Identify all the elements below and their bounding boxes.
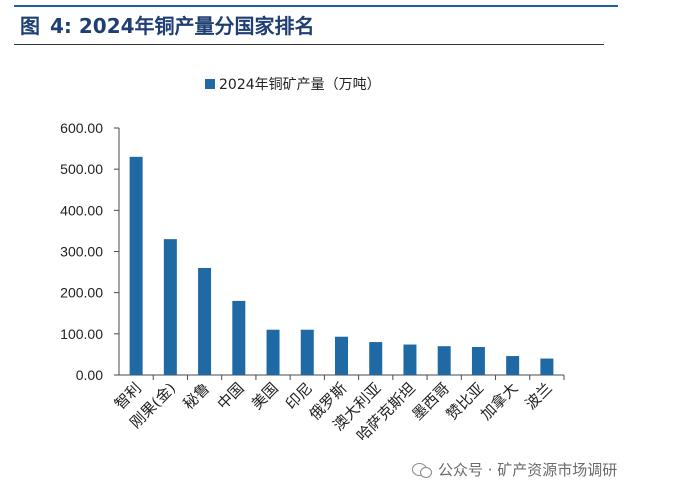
bar — [163, 239, 177, 375]
bar — [437, 346, 451, 375]
x-tick-label: 中国 — [214, 379, 248, 413]
x-tick-label: 墨西哥 — [408, 379, 453, 424]
figure-number: 4: — [50, 14, 72, 38]
bar — [335, 336, 348, 375]
x-tick-label: 秘鲁 — [179, 379, 213, 413]
top-accent-line — [14, 5, 618, 7]
watermark: 公众号 · 矿产资源市场调研 — [412, 458, 617, 482]
figure-title-text: 2024年铜产量分国家排名 — [78, 14, 315, 38]
figure-title: 图 4: 2024年铜产量分国家排名 — [20, 12, 315, 40]
x-tick-label: 赞比亚 — [443, 379, 488, 424]
bar — [403, 344, 417, 375]
x-tick-label: 美国 — [248, 379, 282, 413]
legend-label: 2024年铜矿产量（万吨） — [219, 77, 381, 93]
y-tick-label: 300.00 — [60, 244, 103, 260]
bar — [471, 347, 485, 375]
bar — [300, 329, 314, 375]
figure-label: 图 — [20, 14, 40, 38]
watermark-text: 公众号 · 矿产资源市场调研 — [438, 461, 618, 479]
bar — [129, 156, 143, 375]
y-tick-label: 400.00 — [60, 202, 103, 218]
x-tick-label: 加拿大 — [477, 379, 522, 424]
bar — [266, 329, 280, 375]
bar — [232, 300, 246, 375]
bar — [198, 267, 212, 375]
y-tick-label: 200.00 — [60, 285, 103, 301]
y-tick-label: 600.00 — [60, 120, 103, 136]
x-tick-label: 波兰 — [522, 379, 556, 413]
legend-swatch — [205, 79, 215, 89]
bar — [506, 356, 520, 375]
y-tick-label: 100.00 — [60, 326, 103, 342]
y-tick-label: 0.00 — [76, 367, 103, 383]
wechat-icon — [412, 462, 432, 478]
y-tick-label: 500.00 — [60, 161, 103, 177]
title-divider — [14, 44, 604, 45]
bar — [369, 342, 383, 375]
bar — [540, 358, 554, 375]
